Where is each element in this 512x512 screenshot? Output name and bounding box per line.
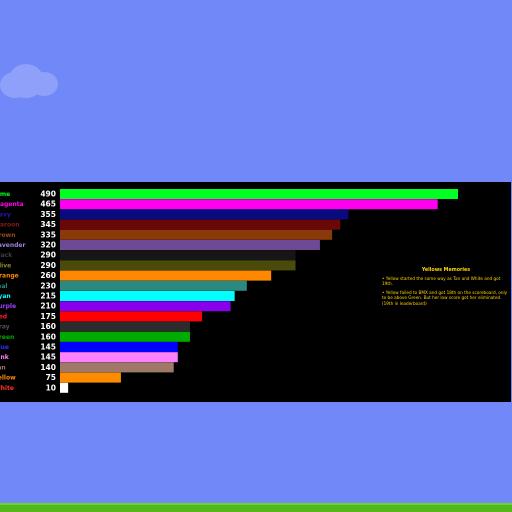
bar	[60, 372, 121, 383]
value-label: 290	[40, 261, 56, 270]
notes-box: Yellows Memories • Yellow started the sa…	[382, 268, 510, 310]
bar	[60, 270, 272, 281]
bar	[60, 229, 333, 240]
bar	[60, 250, 296, 261]
value-label: 355	[40, 210, 56, 219]
value-label: 160	[40, 332, 56, 341]
bar	[60, 352, 178, 363]
category-label: Magenta	[0, 201, 24, 208]
category-label: Olive	[0, 262, 11, 269]
grass-strip	[0, 503, 512, 512]
note-item: • Yellow started the same way as Tan and…	[382, 275, 501, 287]
value-label: 175	[40, 312, 56, 321]
category-label: Teal	[0, 283, 7, 290]
bar	[60, 301, 231, 312]
value-label: 490	[40, 190, 56, 199]
value-label: 335	[40, 230, 56, 239]
category-label: Blue	[0, 344, 9, 351]
bar	[60, 260, 296, 271]
value-label: 320	[40, 241, 56, 250]
value-label: 145	[40, 343, 56, 352]
note-item: • Yellow failed to BMX and got 18th on t…	[382, 289, 508, 306]
value-label: 140	[40, 363, 56, 372]
category-label: Maroon	[0, 222, 20, 229]
bar	[60, 209, 349, 220]
category-label: Red	[0, 313, 7, 320]
bar	[60, 311, 203, 322]
category-label: Gray	[0, 324, 10, 331]
category-label: Green	[0, 334, 14, 341]
bar	[60, 240, 320, 250]
category-label: Brown	[0, 232, 15, 239]
bar	[60, 189, 458, 199]
bar	[60, 321, 190, 332]
value-label: 230	[40, 281, 56, 290]
bar	[60, 280, 247, 291]
value-label: 145	[40, 353, 56, 362]
category-label: Yellow	[0, 375, 16, 382]
bar	[60, 342, 178, 352]
cloud	[30, 72, 58, 96]
category-label: Black	[0, 252, 13, 259]
category-label: Cyan	[0, 293, 11, 300]
value-label: 210	[40, 302, 56, 311]
value-label: 215	[40, 292, 56, 301]
notes-title: Yellows Memories	[421, 268, 471, 273]
bar	[60, 331, 190, 342]
value-label: 75	[46, 373, 56, 382]
value-label: 10	[46, 383, 56, 392]
category-label: Purple	[0, 303, 16, 310]
bar	[60, 362, 174, 373]
value-label: 160	[40, 322, 56, 331]
category-label: Orange	[0, 273, 19, 280]
bar	[60, 199, 438, 210]
value-label: 345	[40, 220, 56, 229]
bar-chart: Lime 490 Magenta 465 Navy 355 Maroon 345 Brown 33…	[0, 189, 458, 393]
category-label: Lavender	[0, 242, 25, 249]
bar	[60, 382, 69, 393]
category-label: White	[0, 385, 14, 392]
category-label: Pink	[0, 354, 10, 361]
category-label: Navy	[0, 211, 11, 218]
value-label: 465	[40, 200, 56, 209]
bar	[60, 219, 341, 230]
value-label: 260	[40, 271, 56, 280]
category-label: Tan	[0, 364, 6, 371]
value-label: 290	[40, 251, 56, 260]
grass-edge	[0, 503, 512, 505]
bar-chart-panel: Lime 490 Magenta 465 Navy 355 Maroon 345 Brown 33…	[0, 182, 511, 402]
bar	[60, 291, 235, 301]
category-label: Lime	[0, 191, 10, 198]
